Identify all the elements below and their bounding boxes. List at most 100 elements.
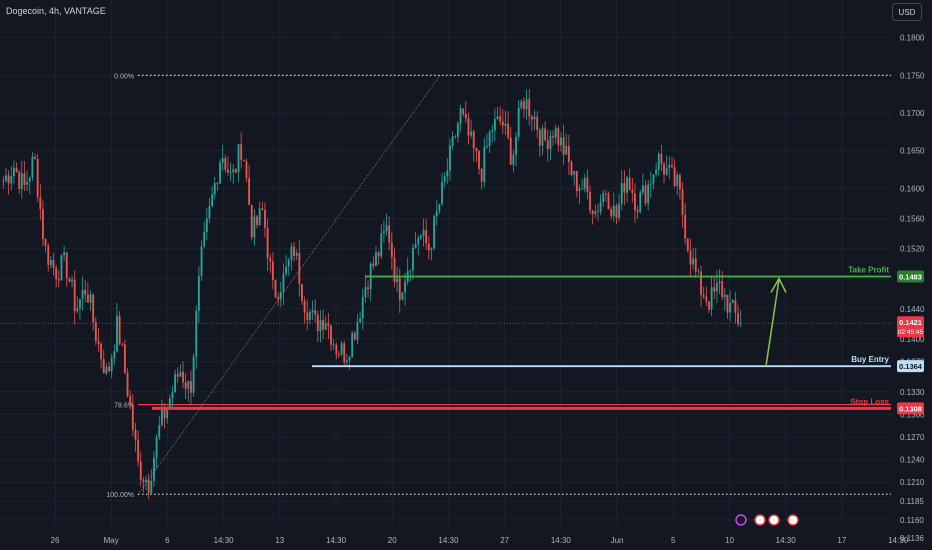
time-axis[interactable]: 26 May 6 14:30 13 14:30 20 14:30 27 14:30 Jun 5 10 14… [0, 526, 909, 550]
price-tick-label: 0.1330 [900, 388, 925, 397]
candle-body [84, 290, 87, 295]
candle-body [668, 165, 671, 169]
candle-body [245, 161, 248, 179]
candle-body [507, 123, 510, 138]
candle-body [113, 351, 116, 358]
candle-body [211, 194, 214, 206]
candle-body [187, 381, 190, 389]
candle-body [171, 392, 174, 399]
candle-body [689, 250, 692, 265]
time-tick-label: 14:30 [438, 536, 459, 545]
candle-body [364, 287, 367, 298]
candle-body [533, 116, 536, 120]
candle-body [26, 181, 29, 185]
candle-body [713, 287, 716, 292]
candle-body [348, 357, 351, 361]
candle-body [470, 131, 473, 136]
candle-body [673, 167, 676, 187]
candle-body [269, 257, 272, 262]
candle-body [459, 108, 462, 124]
lightning-icon [735, 514, 747, 526]
event-icons[interactable] [735, 514, 799, 526]
candle-body [671, 165, 673, 168]
candle-body [504, 123, 507, 126]
price-axis[interactable]: 0.1800 0.1750 0.1700 0.1650 0.1600 0.1560 0.15… [893, 0, 932, 550]
candle-body [94, 322, 97, 342]
candle-body [216, 183, 219, 184]
candle-body [612, 205, 615, 216]
candle-body [398, 278, 401, 300]
candle-body [520, 101, 523, 108]
time-tick-label: 14:30 [888, 536, 909, 545]
candle-body [76, 308, 79, 312]
candle-body [279, 292, 282, 300]
candle-body [541, 128, 544, 146]
target-arrow-head [770, 276, 787, 293]
candle-body [36, 158, 39, 198]
candle-body [306, 312, 309, 320]
candle-body [89, 294, 92, 303]
candle-body [229, 172, 232, 174]
price-tick-label: 0.1185 [900, 497, 924, 506]
candle-body [361, 297, 364, 319]
candle-body [71, 279, 73, 282]
candle-body [248, 178, 251, 205]
candle-body [665, 168, 668, 175]
candle-body [731, 300, 734, 303]
candle-body [412, 247, 414, 271]
candle-body [475, 148, 478, 152]
candle-body [417, 238, 420, 245]
candle-body [264, 210, 266, 228]
candle-body [697, 271, 700, 273]
candle-body [190, 381, 192, 393]
candlestick-series [2, 89, 742, 500]
trade-levels[interactable]: Take Profit Buy Entry Stop Loss [0, 266, 893, 410]
candle-body [311, 310, 314, 313]
candle-body [729, 302, 732, 313]
candle-body [7, 175, 10, 184]
candle-body [345, 360, 348, 363]
candle-body [623, 183, 626, 193]
candle-body [57, 279, 60, 281]
candle-body [615, 205, 618, 218]
candle-body [5, 175, 7, 182]
candle-body [163, 409, 166, 419]
candle-body [322, 320, 325, 330]
candle-body [108, 366, 110, 372]
candle-body [530, 116, 533, 120]
candle-body [570, 161, 573, 175]
candle-body [42, 209, 44, 240]
candle-body [274, 279, 277, 297]
candle-body [641, 185, 644, 193]
candle-body [15, 167, 18, 172]
candle-body [182, 371, 184, 383]
candle-body [205, 218, 208, 232]
candle-body [380, 233, 383, 257]
candle-body [81, 290, 84, 299]
candle-body [491, 130, 494, 133]
candle-body [105, 366, 108, 374]
candle-body [631, 189, 634, 194]
candle-body [480, 169, 483, 182]
candle-body [509, 137, 512, 165]
countdown-text: 02:45:45 [898, 329, 924, 336]
candle-body [213, 183, 216, 195]
candle-body [176, 374, 179, 377]
fibonacci-retracement[interactable]: 0.00% 78.6% 100.00% [106, 73, 891, 499]
candle-body [224, 158, 227, 170]
candle-body [47, 245, 50, 266]
candle-body [456, 123, 459, 138]
candle-body [116, 315, 118, 352]
candle-body [287, 259, 290, 267]
candle-body [23, 173, 26, 185]
candle-body [282, 273, 285, 293]
candle-body [427, 243, 430, 251]
fib-trend-line [137, 75, 441, 495]
candle-body [356, 321, 359, 340]
currency-button[interactable]: USD [892, 3, 922, 21]
candle-body [166, 407, 169, 419]
time-tick-label: 13 [275, 536, 284, 545]
candle-body [382, 231, 385, 234]
candle-body [435, 211, 438, 217]
